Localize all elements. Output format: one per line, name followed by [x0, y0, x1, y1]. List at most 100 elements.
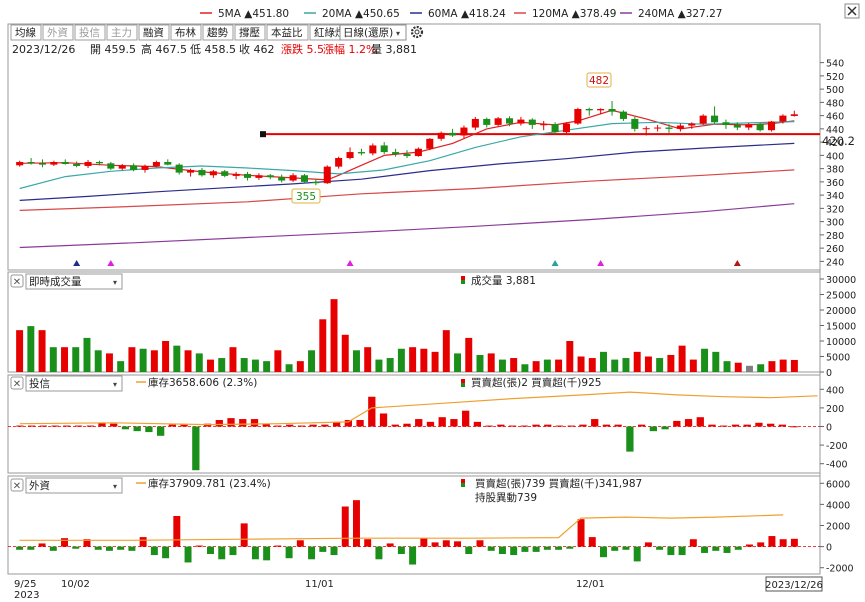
volume-bar — [611, 359, 619, 372]
volume-bar — [600, 351, 607, 372]
volume-bar — [566, 341, 574, 372]
toolbar-button-4[interactable]: 融資 — [138, 24, 170, 41]
foreign-bar — [83, 539, 91, 547]
svg-text:買賣超(張)2 買賣超(千)925: 買賣超(張)2 買賣超(千)925 — [471, 376, 601, 389]
candle — [84, 160, 92, 168]
support-line-anchor[interactable] — [260, 131, 266, 138]
trust-bar — [39, 425, 47, 427]
x-axis-year: 2023 — [14, 590, 39, 601]
ohlc-info-row: 2023/12/26 開 459.5 高 467.5 低 458.5 收 462 漲跌 5… — [12, 42, 417, 56]
volume-bar — [532, 361, 540, 372]
candle — [335, 156, 343, 169]
volume-bar — [207, 359, 214, 372]
foreign-bar — [330, 546, 338, 556]
candle — [38, 159, 47, 168]
candle — [232, 171, 240, 180]
period-select[interactable]: 日線(還原) ▾ — [339, 24, 407, 41]
trust-inventory-legend: 庫存3658.606 (2.3%) — [136, 376, 257, 389]
candle — [16, 160, 24, 167]
candle — [767, 120, 776, 132]
foreign-bar — [442, 540, 450, 547]
candle — [209, 169, 217, 178]
trust-bar — [438, 417, 446, 427]
volume-bar — [296, 361, 304, 372]
trust-bar — [145, 426, 153, 433]
volume-type-select[interactable]: 即時成交量 ▾ — [25, 273, 123, 290]
foreign-tick-label: 4000 — [826, 500, 850, 511]
trust-type-select[interactable]: 投信 ▾ — [25, 375, 123, 392]
price-tick-label: 400 — [826, 151, 844, 162]
trust-bar — [497, 424, 505, 427]
candle — [27, 158, 35, 165]
trust-bar — [239, 419, 247, 427]
volume-bar — [498, 359, 506, 372]
ma-line-5ma — [19, 109, 795, 181]
toolbar-button-2[interactable]: 投信 — [74, 24, 106, 41]
candle — [243, 171, 252, 181]
foreign-bar — [757, 542, 765, 547]
legend-120ma: 120MA ▲378.49 — [514, 8, 616, 20]
candle — [403, 150, 411, 159]
foreign-bar — [173, 516, 181, 547]
foreign-type-select[interactable]: 外資 ▾ — [25, 477, 123, 494]
svg-text:撐壓: 撐壓 — [239, 26, 260, 39]
price-tick-label: 340 — [826, 191, 844, 202]
svg-text:布林: 布林 — [175, 26, 196, 39]
trust-bar — [274, 425, 282, 427]
trust-bar — [614, 424, 622, 427]
foreign-bar — [734, 546, 742, 550]
toolbar-button-8[interactable]: 本益比 — [266, 24, 309, 41]
foreign-bar — [656, 546, 664, 550]
volume-bar — [285, 364, 293, 372]
trust-bar — [180, 424, 188, 427]
volume-bar — [128, 347, 136, 372]
price-tick-label: 460 — [826, 112, 844, 123]
volume-bar — [701, 348, 709, 372]
volume-bar — [757, 364, 765, 372]
svg-text:12/01: 12/01 — [576, 579, 605, 590]
candle — [597, 108, 605, 115]
price-panel — [7, 23, 821, 271]
current-price-label: 420.2 — [822, 134, 855, 148]
toolbar-button-5[interactable]: 布林 — [170, 24, 202, 41]
foreign-bar — [555, 546, 563, 550]
candle — [642, 126, 650, 136]
volume-bar — [431, 351, 439, 372]
trust-bar — [450, 419, 458, 427]
close-icon[interactable] — [844, 3, 860, 19]
toolbar-button-3[interactable]: 主力 — [106, 24, 138, 41]
toolbar-button-1[interactable]: 外資 — [42, 24, 74, 41]
current-date-label: 2023/12/26 — [765, 580, 823, 591]
foreign-bar — [386, 543, 394, 547]
candle — [312, 178, 320, 186]
toolbar-button-6[interactable]: 趨勢 — [202, 24, 234, 41]
foreign-bar — [375, 546, 383, 560]
gear-icon[interactable] — [410, 25, 424, 39]
toolbar-button-7[interactable]: 撐壓 — [234, 24, 266, 41]
svg-text:120MA ▲378.49: 120MA ▲378.49 — [532, 8, 616, 20]
toolbar-button-0[interactable]: 均線 — [10, 24, 42, 41]
price-tick-label: 280 — [826, 231, 844, 242]
foreign-panel-close-icon[interactable]: ✕ — [10, 478, 24, 492]
candlestick-series — [16, 101, 820, 266]
info-item-6: 漲幅 1.2% — [323, 43, 376, 56]
trust-panel-close-icon[interactable]: ✕ — [10, 376, 24, 390]
foreign-bar — [61, 538, 69, 547]
volume-bar — [330, 299, 338, 372]
foreign-bar — [285, 546, 293, 559]
trust-bar — [532, 424, 540, 427]
candle — [722, 119, 730, 129]
candle — [289, 173, 297, 182]
trust-bar — [27, 425, 36, 427]
foreign-inventory-line — [19, 514, 784, 541]
trust-bar — [579, 424, 587, 427]
volume-panel-close-icon[interactable]: ✕ — [10, 274, 24, 288]
info-item-0: 2023/12/26 — [12, 43, 75, 56]
volume-bar — [768, 361, 776, 372]
foreign-bar — [532, 546, 540, 552]
svg-text:紅綠燈: 紅綠燈 — [314, 26, 346, 39]
foreign-bar — [263, 546, 271, 561]
trust-tick-label: -200 — [826, 441, 848, 452]
trust-bar — [262, 423, 270, 427]
foreign-bar — [195, 545, 203, 547]
